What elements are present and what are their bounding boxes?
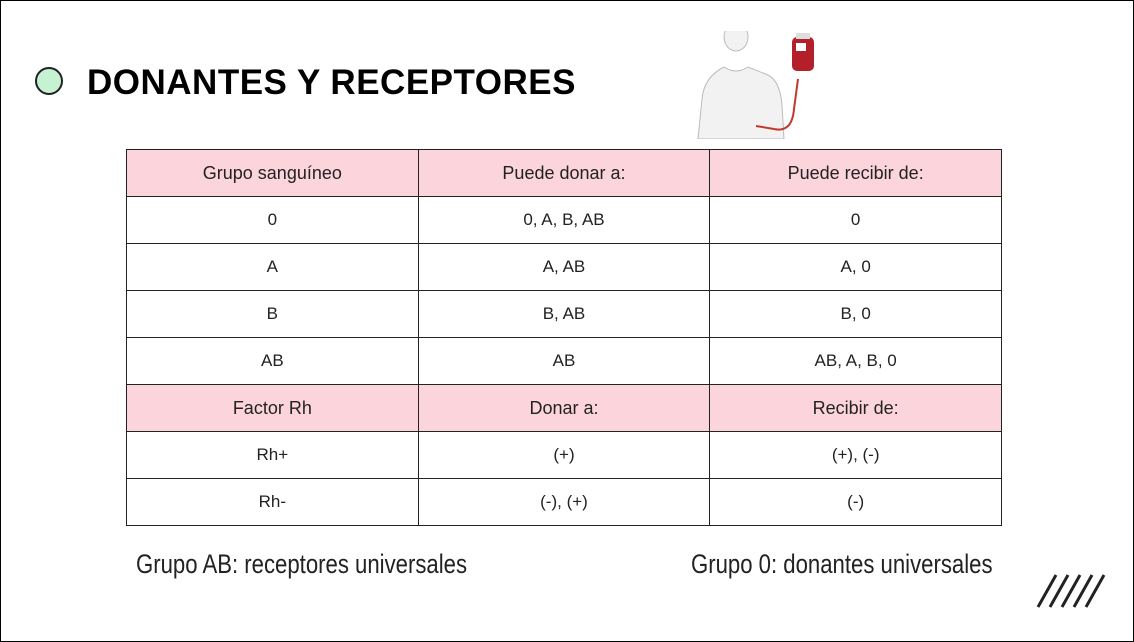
table-row: A A, AB A, 0 — [126, 243, 1002, 291]
title-bullet — [35, 67, 63, 95]
header-row: Grupo sanguíneo Puede donar a: Puede recib… — [126, 149, 1002, 197]
cell: B, AB — [417, 290, 711, 338]
cell: A, AB — [417, 243, 711, 291]
header-cell: Donar a: — [417, 384, 711, 432]
note: Grupo 0: donantes universales — [691, 549, 993, 579]
cell: (-) — [709, 478, 1002, 526]
cell: 0 — [126, 196, 419, 244]
header-cell: Puede donar a: — [417, 149, 711, 197]
table-row: 0 0, A, B, AB 0 — [126, 196, 1002, 244]
header-row: Factor Rh Donar a: Recibir de: — [126, 384, 1002, 432]
cell: Rh- — [126, 478, 419, 526]
cell: B — [126, 290, 419, 338]
cell: B, 0 — [709, 290, 1002, 338]
cell: (+), (-) — [709, 431, 1002, 479]
table-row: AB AB AB, A, B, 0 — [126, 337, 1002, 385]
cell: AB, A, B, 0 — [709, 337, 1002, 385]
cell: A, 0 — [709, 243, 1002, 291]
table-row: Rh- (-), (+) (-) — [126, 478, 1002, 526]
blood-table: Grupo sanguíneo Puede donar a: Puede recib… — [126, 149, 1002, 526]
transfusion-illustration — [697, 31, 814, 139]
cell: (+) — [417, 431, 711, 479]
header-cell: Factor Rh — [126, 384, 419, 432]
decoration — [1036, 574, 1106, 608]
table-row: B B, AB B, 0 — [126, 290, 1002, 338]
note: Grupo AB: receptores universales — [136, 549, 468, 579]
header-cell: Grupo sanguíneo — [126, 149, 419, 197]
header-cell: Puede recibir de: — [709, 149, 1002, 197]
cell: Rh+ — [126, 431, 419, 479]
cell: (-), (+) — [417, 478, 711, 526]
cell: 0, A, B, AB — [417, 196, 711, 244]
cell: AB — [126, 337, 419, 385]
title: DONANTES Y RECEPTORES — [87, 63, 576, 102]
cell: A — [126, 243, 419, 291]
cell: AB — [417, 337, 711, 385]
cell: 0 — [709, 196, 1002, 244]
table-row: Rh+ (+) (+), (-) — [126, 431, 1002, 479]
header-cell: Recibir de: — [709, 384, 1002, 432]
